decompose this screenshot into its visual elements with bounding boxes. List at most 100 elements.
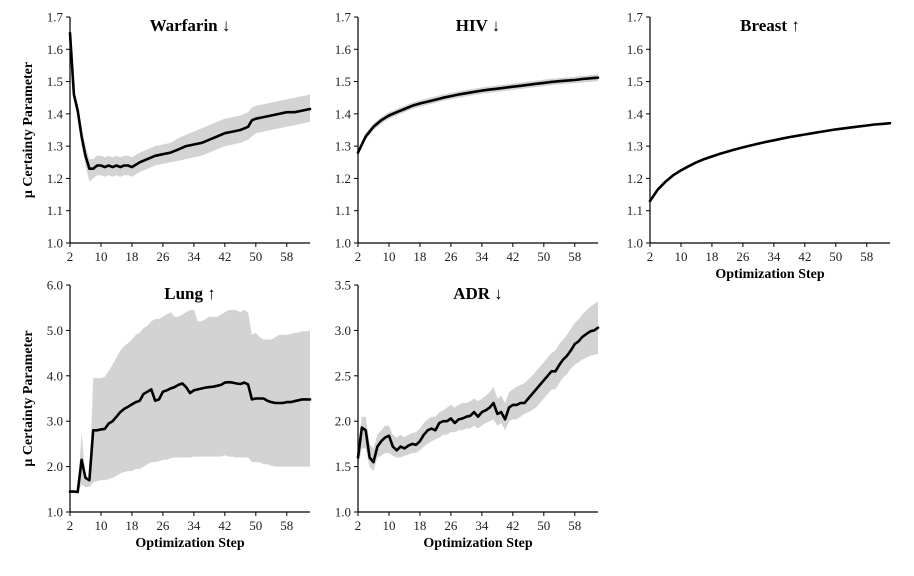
panel-lung: 1.0 2.0 3.0 4.0 5.0 6.0 2 10 18 26 34 42 50 58 Lung ↑ O…: [21, 278, 312, 551]
hiv-x-tick-label: 10: [382, 249, 395, 264]
lung-x-tick-label: 26: [156, 518, 170, 533]
warfarin-y-tick-label: 1.1: [47, 203, 63, 218]
breast-title: Breast ↑: [740, 16, 800, 35]
lung-x-tick-label: 18: [125, 518, 138, 533]
adr-y-tick-label: 3.5: [335, 278, 351, 293]
panel-warfarin: 1.0 1.1 1.2 1.3 1.4 1.5 1.6 1.7 2 10 18 26 34 42 50 58 W…: [21, 10, 312, 264]
warfarin-y-tick-label: 1.3: [47, 139, 63, 154]
breast-x-tick-label: 50: [829, 249, 842, 264]
warfarin-y-tick-label: 1.4: [47, 106, 64, 121]
adr-x-tick-label: 10: [382, 518, 395, 533]
warfarin-mean-line: [68, 31, 312, 170]
hiv-x-tick-label: 26: [444, 249, 458, 264]
lung-mean-line: [68, 380, 312, 494]
breast-x-tick-label: 26: [736, 249, 750, 264]
hiv-x-tick-label: 18: [413, 249, 426, 264]
hiv-y-tick-label: 1.0: [335, 236, 351, 251]
warfarin-x-tick-label: 18: [125, 249, 138, 264]
lung-x-tick-label: 34: [187, 518, 201, 533]
lung-title: Lung ↑: [164, 284, 216, 303]
hiv-y-tick-label: 1.2: [335, 171, 351, 186]
breast-confidence-band: [650, 122, 890, 202]
adr-x-tick-label: 42: [506, 518, 519, 533]
breast-y-tick-label: 1.0: [627, 236, 643, 251]
hiv-mean-line: [356, 76, 600, 154]
breast-mean-line: [648, 121, 892, 203]
hiv-x-tick-label: 42: [506, 249, 519, 264]
lung-x-tick-label: 2: [67, 518, 74, 533]
adr-x-tick-label: 34: [475, 518, 489, 533]
warfarin-x-tick-label: 26: [156, 249, 170, 264]
warfarin-y-tick-label: 1.6: [47, 42, 64, 57]
adr-y-tick-label: 2.5: [335, 368, 351, 383]
hiv-x-tick-label: 50: [537, 249, 550, 264]
adr-confidence-band: [358, 301, 598, 472]
warfarin-y-tick-label: 1.0: [47, 236, 63, 251]
hiv-x-tick-label: 2: [355, 249, 362, 264]
hiv-title: HIV ↓: [456, 16, 501, 35]
warfarin-y-tick-label: 1.7: [47, 10, 64, 25]
warfarin-x-tick-label: 50: [249, 249, 262, 264]
warfarin-y-tick-label: 1.5: [47, 74, 63, 89]
lung-y-tick-label: 6.0: [47, 278, 63, 293]
breast-x-tick-label: 42: [798, 249, 811, 264]
lung-x-tick-label: 50: [249, 518, 262, 533]
breast-y-tick-label: 1.4: [627, 106, 644, 121]
warfarin-y-axis-label: μ Certainty Parameter: [21, 62, 36, 198]
adr-y-tick-label: 1.0: [335, 505, 351, 520]
breast-y-tick-label: 1.7: [627, 10, 644, 25]
panel-adr: 1.0 1.5 2.0 2.5 3.0 3.5 2 10 18 26 34 42 50 58 ADR ↓ Op…: [335, 278, 600, 551]
adr-y-tick-label: 1.5: [335, 459, 351, 474]
breast-x-tick-label: 10: [674, 249, 687, 264]
lung-x-axis-label: Optimization Step: [135, 536, 244, 551]
breast-y-tick-label: 1.1: [627, 203, 643, 218]
warfarin-y-tick-label: 1.2: [47, 171, 63, 186]
adr-x-tick-label: 58: [568, 518, 581, 533]
adr-x-axis-label: Optimization Step: [423, 536, 532, 551]
hiv-y-tick-label: 1.7: [335, 10, 352, 25]
lung-y-tick-label: 4.0: [47, 368, 63, 383]
lung-y-tick-label: 2.0: [47, 459, 63, 474]
warfarin-title: Warfarin ↓: [150, 16, 231, 35]
adr-x-tick-label: 2: [355, 518, 362, 533]
lung-x-tick-label: 58: [280, 518, 293, 533]
hiv-y-tick-label: 1.1: [335, 203, 351, 218]
warfarin-confidence-band: [70, 23, 310, 182]
hiv-y-tick-label: 1.4: [335, 106, 352, 121]
warfarin-x-tick-label: 58: [280, 249, 293, 264]
panel-hiv: 1.0 1.1 1.2 1.3 1.4 1.5 1.6 1.7 2 10 18 26 34 42 50 58 H…: [335, 10, 600, 264]
hiv-y-tick-label: 1.6: [335, 42, 352, 57]
adr-y-tick-label: 2.0: [335, 414, 351, 429]
breast-x-tick-label: 18: [705, 249, 718, 264]
breast-x-tick-label: 34: [767, 249, 781, 264]
warfarin-x-tick-label: 10: [94, 249, 107, 264]
warfarin-x-tick-label: 42: [218, 249, 231, 264]
lung-y-tick-label: 3.0: [47, 414, 63, 429]
adr-y-tick-label: 3.0: [335, 323, 351, 338]
hiv-x-tick-label: 58: [568, 249, 581, 264]
breast-y-tick-label: 1.5: [627, 74, 643, 89]
breast-x-tick-label: 58: [860, 249, 873, 264]
adr-x-tick-label: 50: [537, 518, 550, 533]
lung-y-axis-label: μ Certainty Parameter: [21, 330, 36, 466]
adr-mean-line: [356, 326, 600, 464]
hiv-y-tick-label: 1.3: [335, 139, 351, 154]
warfarin-x-tick-label: 34: [187, 249, 201, 264]
hiv-x-tick-label: 34: [475, 249, 489, 264]
hiv-confidence-band: [358, 74, 598, 156]
hiv-y-tick-label: 1.5: [335, 74, 351, 89]
panel-breast: 1.0 1.1 1.2 1.3 1.4 1.5 1.6 1.7 2 10 18 26 34 42 50 58 B…: [627, 10, 892, 282]
lung-y-tick-label: 5.0: [47, 323, 63, 338]
lung-x-tick-label: 10: [94, 518, 107, 533]
adr-x-tick-label: 18: [413, 518, 426, 533]
lung-x-tick-label: 42: [218, 518, 231, 533]
breast-y-tick-label: 1.3: [627, 139, 643, 154]
breast-x-axis-label: Optimization Step: [715, 267, 824, 282]
breast-y-tick-label: 1.6: [627, 42, 644, 57]
warfarin-x-tick-label: 2: [67, 249, 74, 264]
adr-x-tick-label: 26: [444, 518, 458, 533]
lung-confidence-band: [70, 310, 310, 492]
lung-y-tick-label: 1.0: [47, 505, 63, 520]
adr-title: ADR ↓: [453, 284, 503, 303]
